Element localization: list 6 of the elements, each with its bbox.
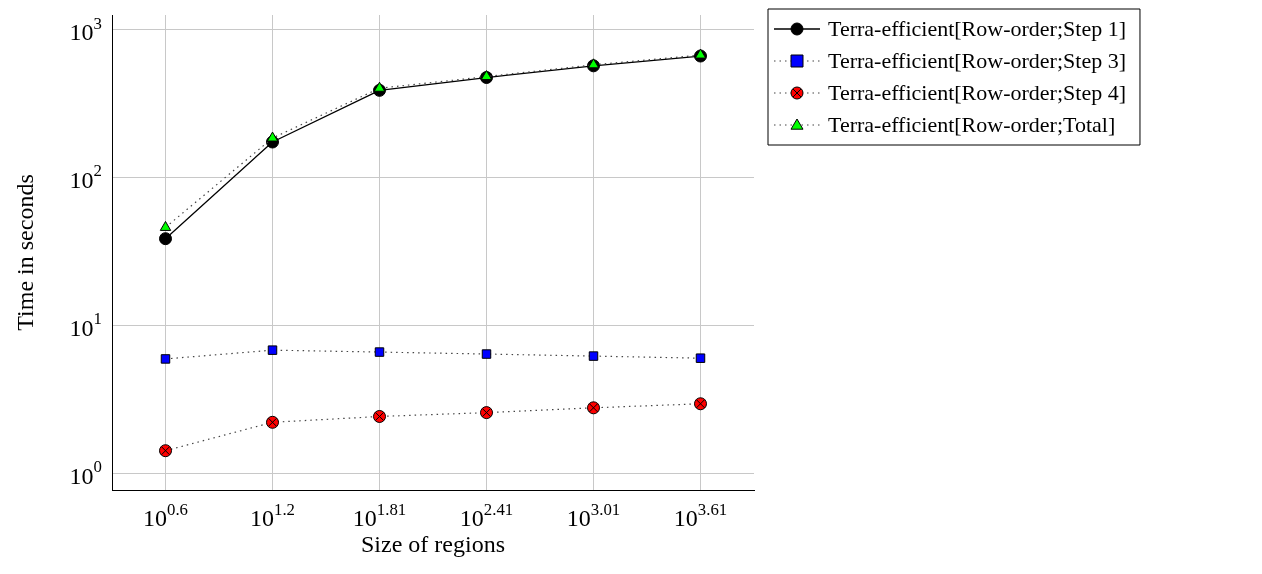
legend-label: Terra-efficient[Row-order;Total] [828, 111, 1116, 137]
legend-label: Terra-efficient[Row-order;Step 1] [828, 15, 1126, 41]
legend-label: Terra-efficient[Row-order;Step 3] [828, 47, 1126, 73]
y-axis-title: Time in seconds [11, 174, 38, 331]
x-axis-title: Size of regions [361, 530, 505, 557]
legend-label: Terra-efficient[Row-order;Step 4] [828, 79, 1126, 105]
